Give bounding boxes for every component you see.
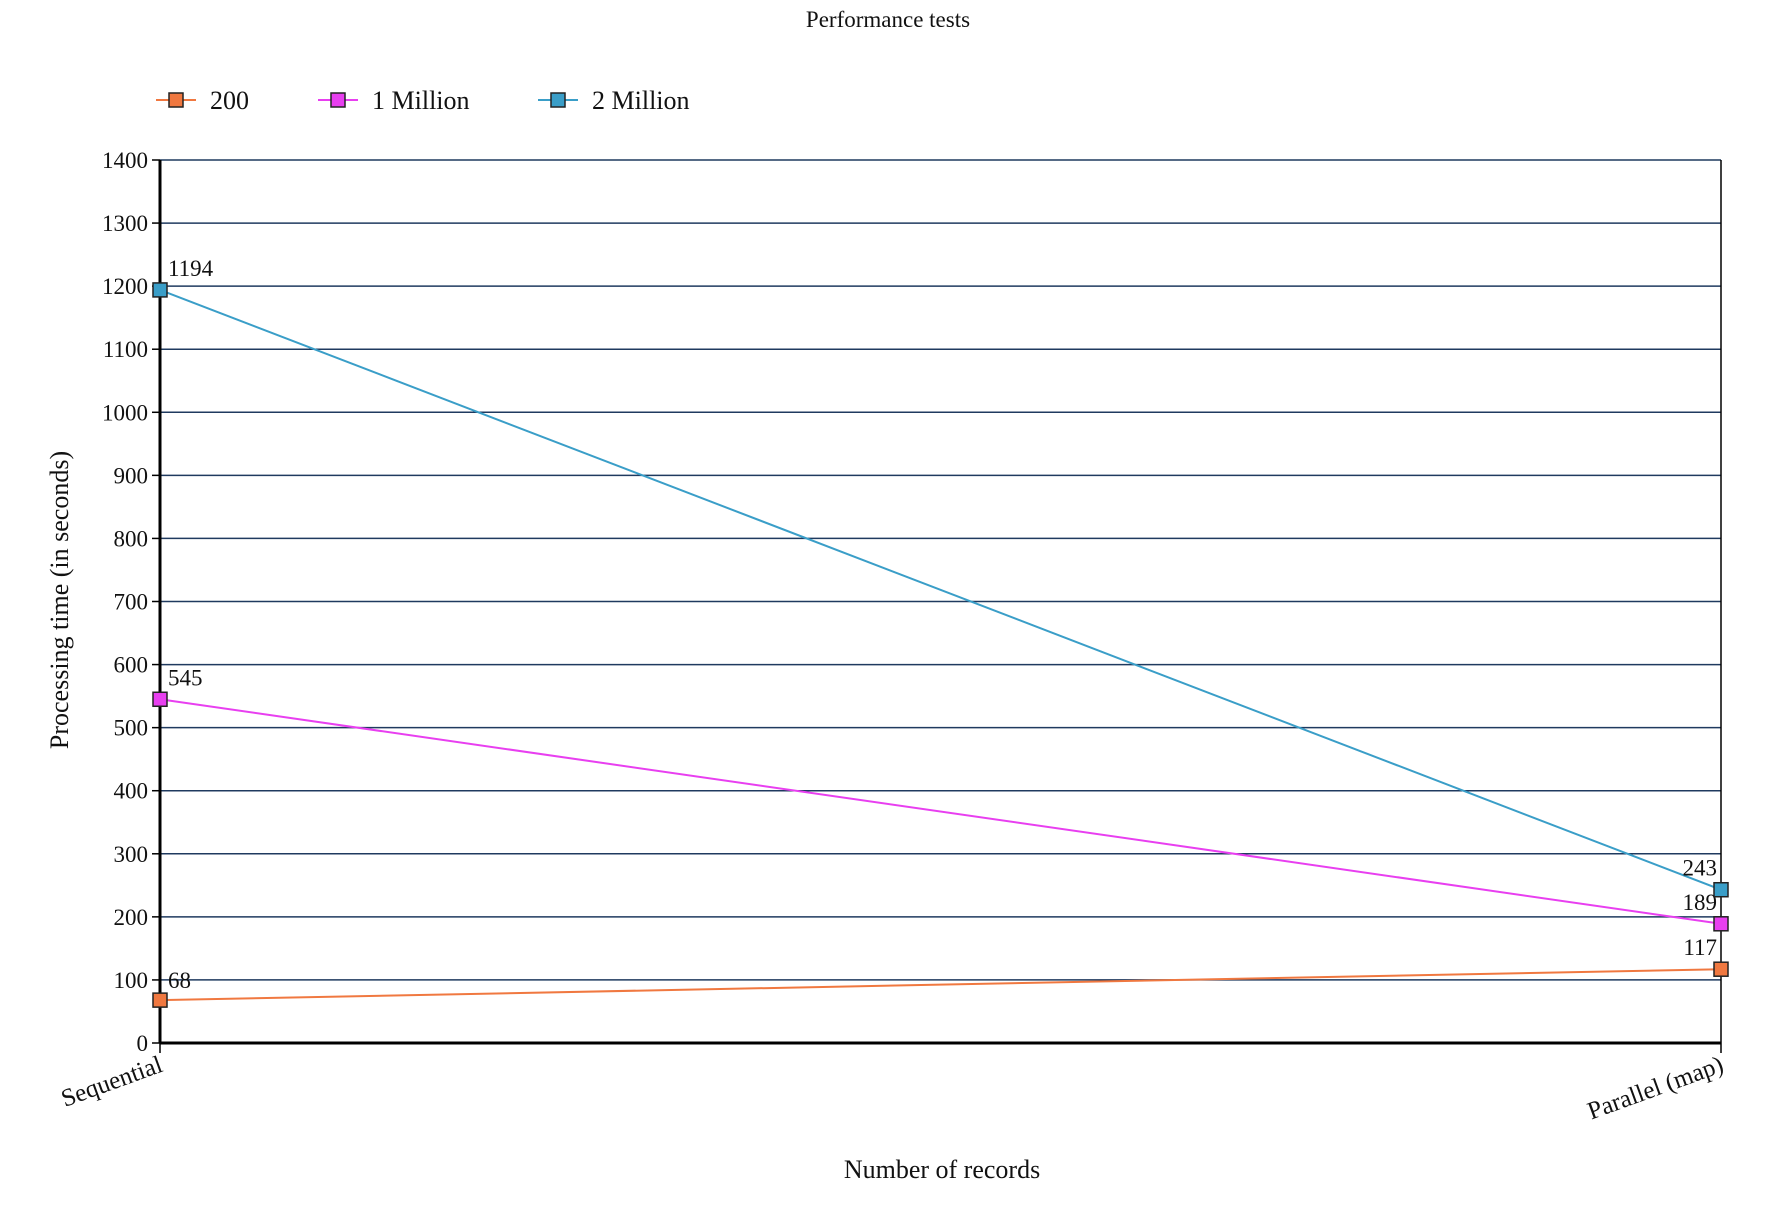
data-label: 189	[1683, 890, 1718, 915]
legend: 200 1 Million 2 Million	[156, 86, 690, 115]
x-tick-label: Parallel (map)	[1584, 1051, 1727, 1125]
y-tick-label: 1100	[103, 337, 148, 362]
y-tick-label: 1200	[102, 274, 148, 299]
data-point-marker	[1713, 961, 1729, 977]
data-label: 545	[168, 665, 203, 690]
y-axis-label: Processing time (in seconds)	[45, 451, 74, 749]
y-tick-label: 700	[114, 590, 149, 615]
legend-label: 1 Million	[372, 86, 470, 115]
x-axis-ticks: Sequential Parallel (map)	[58, 1043, 1727, 1125]
y-tick-label: 500	[114, 716, 149, 741]
data-point-marker	[152, 282, 168, 298]
data-point-marker	[1713, 916, 1729, 932]
data-point-marker	[152, 992, 168, 1008]
y-tick-label: 100	[114, 968, 149, 993]
y-tick-label: 1300	[102, 211, 148, 236]
y-tick-label: 1400	[102, 148, 148, 173]
data-point-marker	[1713, 881, 1729, 898]
legend-label: 2 Million	[592, 86, 690, 115]
y-tick-label: 1000	[102, 400, 148, 425]
legend-marker	[330, 92, 346, 108]
x-tick-label: Sequential	[58, 1051, 166, 1112]
legend-marker	[550, 92, 566, 108]
series-line	[159, 968, 1722, 1002]
data-label: 68	[168, 968, 191, 993]
y-tick-label: 900	[114, 463, 149, 488]
legend-marker	[168, 92, 184, 108]
data-label: 117	[1683, 935, 1717, 960]
y-tick-label: 200	[114, 905, 149, 930]
gridlines	[160, 159, 1721, 981]
series-layer: 68 117 545 189 1194 243	[152, 256, 1729, 1008]
x-axis-label: Number of records	[844, 1155, 1040, 1184]
y-tick-label: 300	[114, 842, 149, 867]
series-line	[159, 288, 1722, 891]
y-tick-label: 400	[114, 779, 149, 804]
y-axis-ticks: 0 100 200 300 400 500 600 700 800 900 1000 1100 1200…	[102, 148, 160, 1056]
y-tick-label: 800	[114, 526, 149, 551]
y-tick-label: 0	[137, 1031, 149, 1056]
data-label: 1194	[168, 256, 214, 281]
data-label: 243	[1683, 856, 1718, 881]
chart-title: Performance tests	[806, 7, 970, 32]
data-point-marker	[152, 691, 168, 708]
series-line	[159, 698, 1722, 925]
y-tick-label: 600	[114, 653, 149, 678]
legend-label: 200	[210, 86, 249, 115]
